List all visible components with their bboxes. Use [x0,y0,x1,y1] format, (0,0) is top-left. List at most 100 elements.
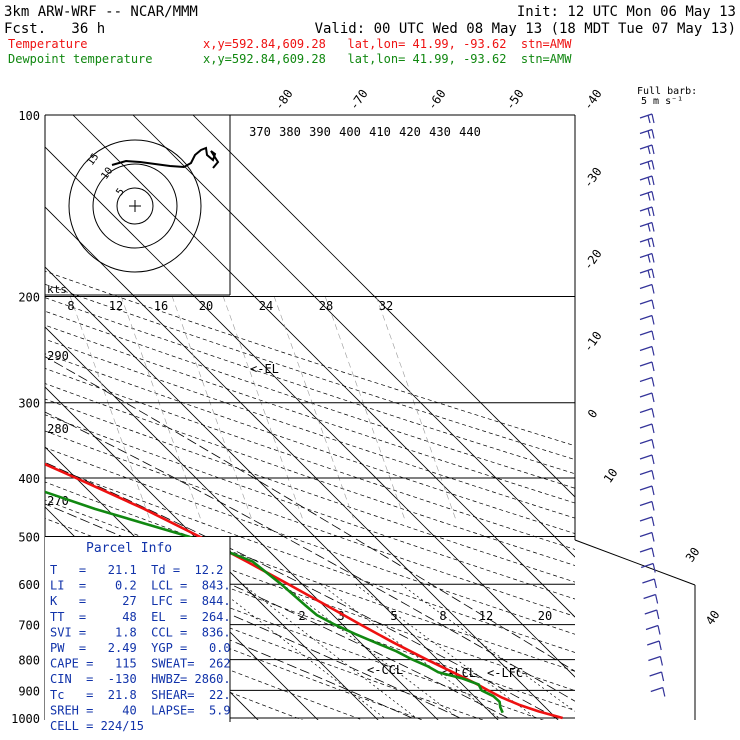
theta-label: 430 [429,125,451,139]
wind-barb [639,159,655,170]
wind-barb [639,144,655,155]
isotherm-line [72,115,575,618]
isotherm-line [45,206,559,720]
wind-barb [650,686,666,697]
mixing-ratio-line [212,583,385,719]
isotherm-label: -70 [347,87,371,113]
dry-adiabat [45,324,575,504]
isotherm-label: 10 [601,466,621,486]
isotherm-line [45,146,575,678]
hodograph-speed-label: 12 [109,299,123,313]
mixing-ratio-line [242,583,417,719]
wind-barb [639,190,655,201]
mixing-ratio-label: 2 [298,609,305,623]
wind-barb [639,221,655,232]
hodograph-ring-5 [116,187,154,225]
isotherm-line [45,386,379,720]
theta-label: 390 [309,125,331,139]
barb-legend-title: Full barb: [637,86,697,97]
dry-adiabat [45,537,544,720]
wind-barb [639,500,655,511]
wind-barb [639,175,655,186]
wind-barb [639,361,655,372]
isotherm-label: -80 [272,87,296,113]
theta-label: 440 [459,125,481,139]
isotherm-label: 40 [703,608,723,628]
hodograph-ring-label: 10 [99,166,115,182]
isotherm-label: -30 [581,165,605,191]
pressure-tick-label: 500 [18,530,40,544]
theta-label: 420 [399,125,421,139]
hodograph-speed-label: 20 [199,299,213,313]
wind-barb [639,469,655,480]
dry-adiabat [45,398,575,583]
wind-barbs [639,113,666,697]
parcel-info-row: T = 21.1 Td = 12.2 [50,563,223,577]
dewpoint-profile [45,490,504,714]
dry-adiabat [45,310,575,489]
parcel-info-row: CELL = 224/15 [50,719,144,733]
pressure-tick-label: 200 [18,291,40,305]
isotherm-label: -50 [503,87,527,113]
wind-barb [639,454,655,465]
parcel-info-row: LI = 0.2 LCL = 843. [50,579,231,593]
wind-barb [649,671,665,682]
dry-adiabat [45,576,424,720]
hodograph-ring-15 [68,139,202,273]
hodograph-ring-10 [92,163,178,249]
wind-barb [641,562,656,573]
wind-barb [639,407,655,418]
wind-barb [639,423,655,434]
dry-adiabat [45,499,575,692]
isotherm-label: -60 [425,87,449,113]
wind-barb [639,485,655,496]
parcel-info-row: Tc = 21.8 SHEAR= 22. [50,688,231,702]
mixing-ratio-label: 8 [439,609,446,623]
mixing-ratio-label: 12 [479,609,493,623]
wind-barb [643,593,659,604]
barb-legend-unit: 5 m s⁻¹ [641,96,683,107]
wind-barb [642,578,657,589]
wind-barb [639,237,655,248]
parcel-info-row: CAPE = 115 SWEAT= 262 [50,657,231,671]
wind-barb [647,640,662,651]
hodograph-trace [111,146,220,169]
isotherm-line [132,115,575,558]
side-axis-label: 290 [47,349,69,363]
hodograph-speed-label: 24 [259,299,273,313]
isotherm-label: -20 [581,247,605,273]
wind-barb [639,392,655,403]
parcel-info-panel: Parcel Info T = 21.1 Td = 12.2 LI = 0.2 L… [45,537,231,733]
dewpoint-legend: Dewpoint temperature [8,52,153,66]
wind-barb [639,330,655,341]
isotherm-line [45,326,439,720]
hodograph-speed-label: 8 [67,299,74,313]
mixing-ratio-line [400,583,575,712]
wind-barb [639,345,655,356]
hodograph-speed-line [69,295,151,521]
level-marker: <-LFC [487,666,523,680]
wind-barb [639,376,655,387]
mixing-ratio-label: 5 [390,609,397,623]
pressure-tick-label: 600 [18,578,40,592]
wind-barb [639,113,655,124]
wind-barb [639,531,655,542]
hodograph-speed-line [120,295,202,521]
hodograph-ring-label: 5 [114,186,126,197]
pressure-tick-label: 400 [18,472,40,486]
pressure-tick-label: 900 [18,684,40,698]
dry-adiabat [45,447,575,635]
temperature-location: x,y=592.84,609.28 lat,lon= 41.99, -93.62… [203,37,572,51]
pressure-tick-label: 800 [18,654,40,668]
parcel-info-row: SVI = 1.8 CCL = 836. [50,625,231,639]
dry-adiabat [45,270,575,447]
hodograph-units: kts [47,283,67,296]
theta-label: 370 [249,125,271,139]
wind-barb [639,128,655,139]
wind-barb [639,516,655,527]
hodograph: 5 10 15 kts [45,115,231,296]
isotherm-label: -40 [581,87,605,113]
pressure-tick-label: 100 [18,109,40,123]
